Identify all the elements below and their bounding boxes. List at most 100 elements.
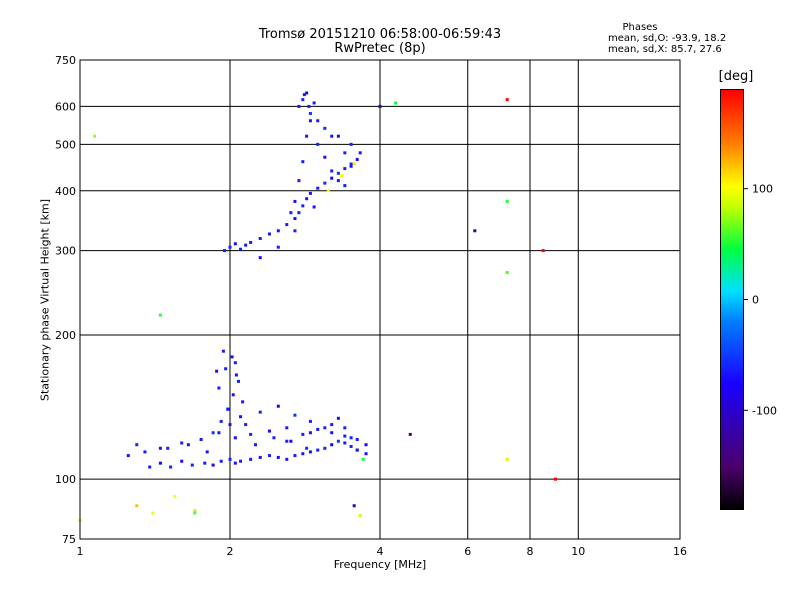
data-point bbox=[308, 450, 312, 454]
y-tick-label: 200 bbox=[55, 329, 76, 342]
data-point bbox=[308, 111, 312, 115]
data-point bbox=[316, 186, 320, 190]
data-point bbox=[358, 151, 362, 155]
x-tick-label: 1 bbox=[77, 545, 84, 558]
data-point bbox=[93, 134, 97, 138]
data-point bbox=[301, 452, 305, 456]
data-point bbox=[230, 355, 234, 359]
data-point bbox=[166, 446, 170, 450]
data-point bbox=[158, 446, 162, 450]
data-point bbox=[343, 441, 347, 445]
data-point bbox=[267, 454, 271, 458]
data-point bbox=[316, 427, 320, 431]
colorbar-tick-label: -100 bbox=[752, 404, 777, 417]
data-point bbox=[361, 457, 365, 461]
data-point bbox=[249, 432, 253, 436]
data-point bbox=[226, 407, 230, 411]
x-tick-label: 2 bbox=[227, 545, 234, 558]
data-point bbox=[323, 126, 327, 130]
data-point bbox=[330, 176, 334, 180]
y-tick-label: 400 bbox=[55, 185, 76, 198]
data-point bbox=[211, 431, 215, 435]
data-point bbox=[258, 455, 262, 459]
data-point bbox=[228, 423, 232, 427]
data-point bbox=[364, 452, 368, 456]
data-point bbox=[378, 104, 382, 108]
data-point bbox=[349, 444, 353, 448]
colorbar-tick-label: 0 bbox=[752, 294, 759, 307]
data-point bbox=[143, 450, 147, 454]
data-point bbox=[234, 373, 238, 377]
data-point bbox=[349, 142, 353, 146]
data-point bbox=[312, 101, 316, 105]
data-point bbox=[408, 432, 412, 436]
data-point bbox=[285, 439, 289, 443]
x-axis-label: Frequency [MHz] bbox=[333, 558, 427, 571]
data-point bbox=[305, 446, 309, 450]
colorbar bbox=[720, 89, 744, 510]
data-point bbox=[297, 179, 301, 183]
data-point bbox=[316, 448, 320, 452]
data-point bbox=[293, 229, 297, 233]
data-point bbox=[308, 419, 312, 423]
data-point bbox=[169, 465, 173, 469]
x-tick-label: 16 bbox=[673, 545, 687, 558]
data-point bbox=[323, 446, 327, 450]
data-point bbox=[330, 431, 334, 435]
data-point bbox=[228, 245, 232, 249]
data-point bbox=[323, 181, 327, 185]
data-point bbox=[330, 443, 334, 447]
data-point bbox=[219, 459, 223, 463]
data-point bbox=[305, 91, 309, 95]
data-point bbox=[267, 429, 271, 433]
data-point bbox=[173, 494, 177, 498]
data-point bbox=[293, 413, 297, 417]
data-point bbox=[233, 436, 237, 440]
data-point bbox=[148, 465, 152, 469]
data-point bbox=[276, 455, 280, 459]
chart-subtitle: RwPretec (8p) bbox=[334, 41, 426, 56]
data-point bbox=[267, 232, 271, 236]
data-point bbox=[305, 197, 309, 201]
data-point bbox=[258, 236, 262, 240]
data-point bbox=[316, 142, 320, 146]
data-point bbox=[505, 457, 509, 461]
data-point bbox=[340, 174, 344, 178]
data-point bbox=[180, 441, 184, 445]
data-point bbox=[228, 457, 232, 461]
x-tick-label: 6 bbox=[464, 545, 471, 558]
data-point bbox=[349, 436, 353, 440]
axis-ticks: 1 2 4 6 8 10 16 75 100 200 300 400 500 600 750 bbox=[55, 54, 687, 558]
data-point bbox=[394, 101, 398, 105]
data-point bbox=[349, 164, 353, 168]
data-point bbox=[297, 104, 301, 108]
y-tick-label: 500 bbox=[55, 138, 76, 151]
data-point bbox=[186, 443, 190, 447]
data-point bbox=[249, 457, 253, 461]
data-point bbox=[301, 98, 305, 102]
y-tick-label: 75 bbox=[62, 533, 76, 546]
data-point bbox=[352, 504, 356, 508]
data-point bbox=[301, 160, 305, 164]
data-point bbox=[343, 184, 347, 188]
data-point bbox=[323, 155, 327, 159]
data-point bbox=[323, 426, 327, 430]
data-point bbox=[158, 461, 162, 465]
y-tick-label: 750 bbox=[55, 54, 76, 67]
data-point bbox=[473, 229, 477, 233]
data-point bbox=[343, 167, 347, 171]
data-point bbox=[276, 245, 280, 249]
colorbar-unit: [deg] bbox=[718, 69, 754, 84]
phase-header-title: Phases bbox=[622, 22, 658, 33]
data-point bbox=[135, 443, 139, 447]
data-point bbox=[233, 461, 237, 465]
data-point bbox=[336, 134, 340, 138]
x-tick-label: 8 bbox=[527, 545, 534, 558]
data-point bbox=[215, 369, 219, 373]
data-point bbox=[355, 448, 359, 452]
data-point bbox=[236, 379, 240, 383]
data-point bbox=[193, 511, 197, 515]
data-point bbox=[289, 439, 293, 443]
data-point bbox=[223, 249, 227, 253]
